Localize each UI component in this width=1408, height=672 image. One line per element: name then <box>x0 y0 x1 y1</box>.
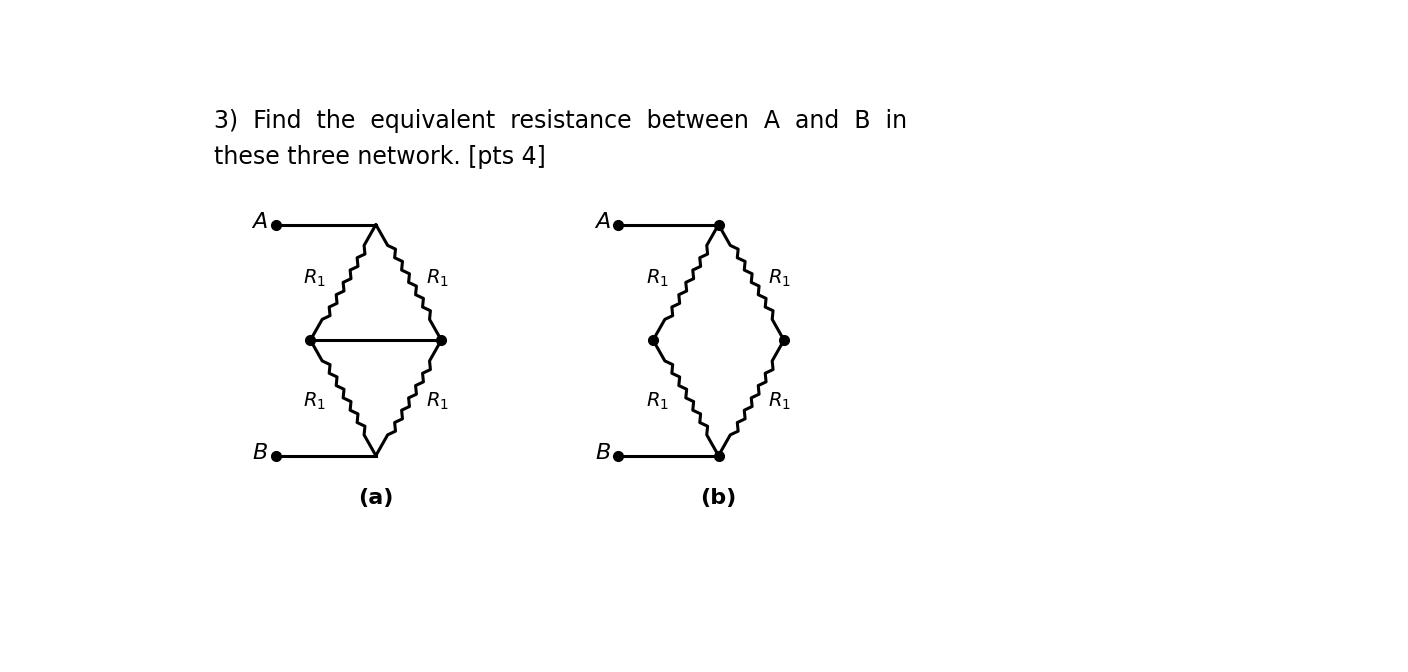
Text: $A$: $A$ <box>594 212 611 233</box>
Text: 3)  Find  the  equivalent  resistance  between  A  and  B  in: 3) Find the equivalent resistance betwee… <box>214 109 907 133</box>
Text: $R_1$: $R_1$ <box>303 268 327 289</box>
Text: $R_1$: $R_1$ <box>769 391 791 413</box>
Text: $A$: $A$ <box>251 212 268 233</box>
Text: $R_1$: $R_1$ <box>425 391 449 413</box>
Text: $R_1$: $R_1$ <box>646 268 669 289</box>
Text: $R_1$: $R_1$ <box>303 391 327 413</box>
Text: (b): (b) <box>700 488 736 508</box>
Text: $R_1$: $R_1$ <box>425 268 449 289</box>
Text: $R_1$: $R_1$ <box>646 391 669 413</box>
Text: (a): (a) <box>358 488 394 508</box>
Text: these three network. [pts 4]: these three network. [pts 4] <box>214 145 546 169</box>
Text: $B$: $B$ <box>252 444 268 463</box>
Text: $R_1$: $R_1$ <box>769 268 791 289</box>
Text: $B$: $B$ <box>594 444 611 463</box>
